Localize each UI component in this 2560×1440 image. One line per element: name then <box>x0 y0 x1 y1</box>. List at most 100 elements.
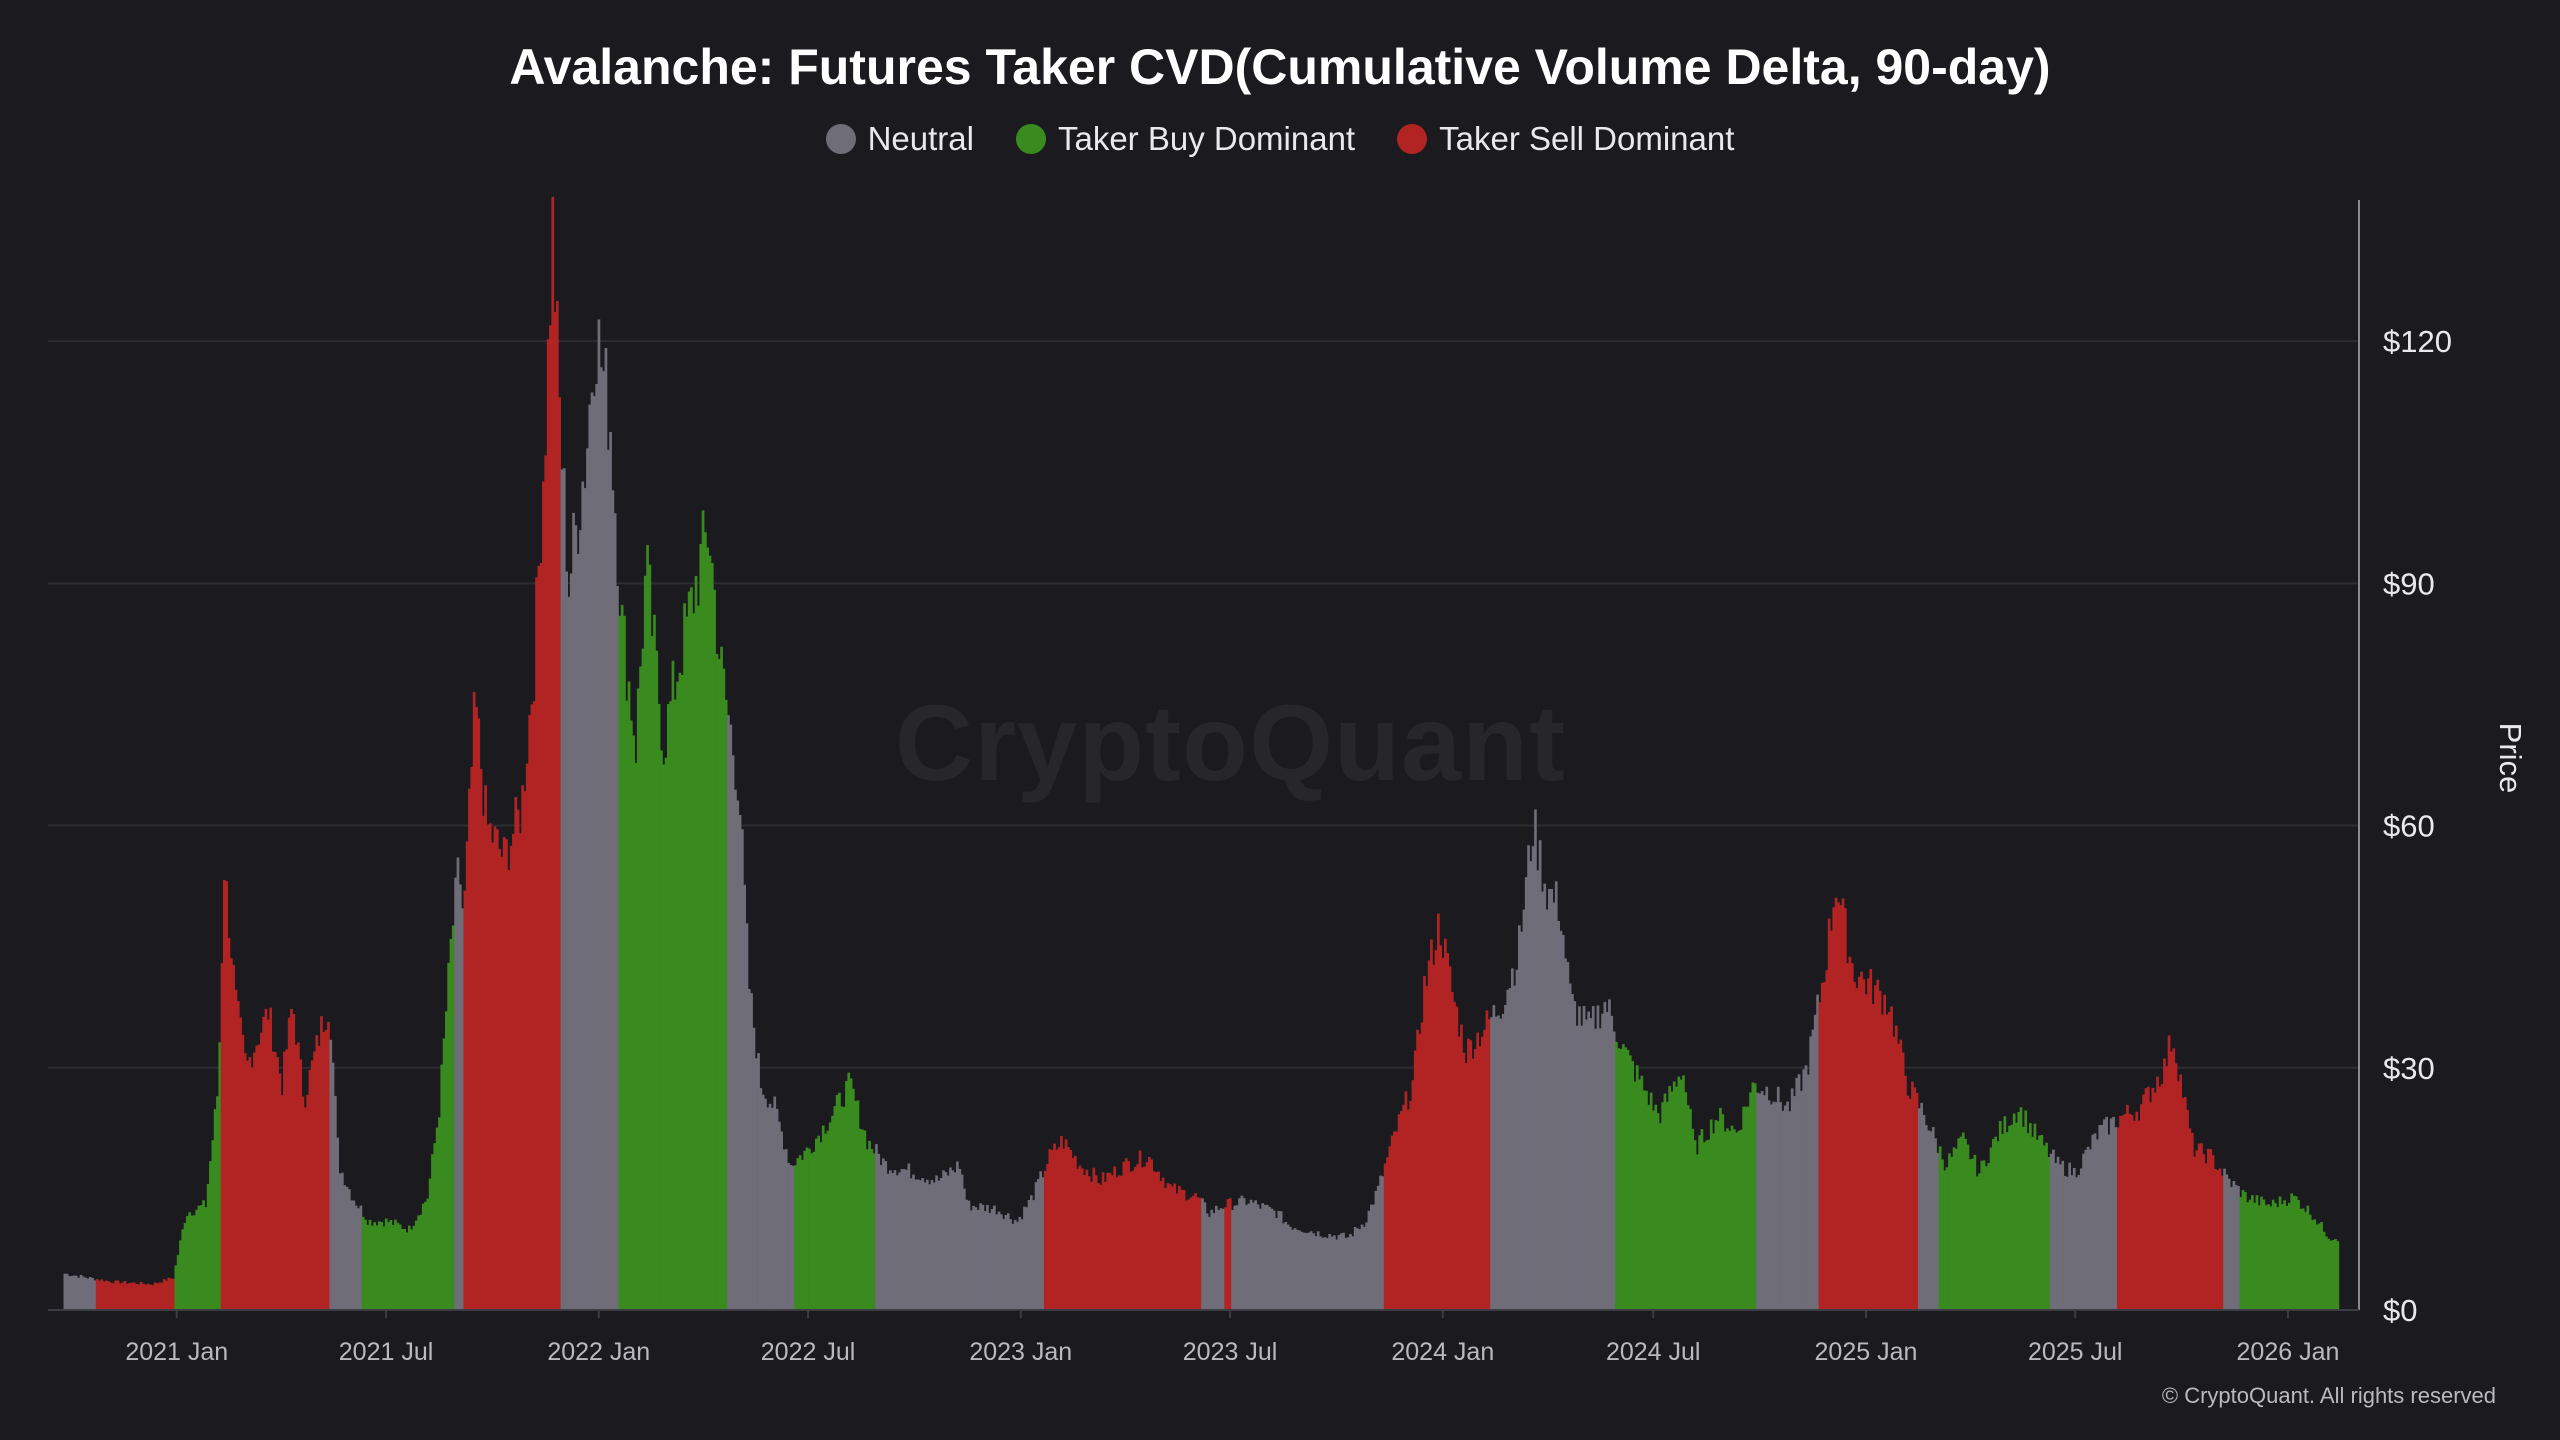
price-bar <box>593 396 596 1310</box>
price-bar <box>2244 1192 2247 1310</box>
price-bar <box>720 646 723 1310</box>
price-bar <box>900 1169 904 1310</box>
price-bar <box>2059 1164 2062 1310</box>
price-bar <box>2313 1219 2317 1310</box>
price-bar <box>70 1276 74 1310</box>
price-bar <box>1751 1082 1755 1310</box>
price-bar <box>1730 1125 1734 1310</box>
price-bar <box>246 1060 249 1310</box>
price-bar <box>2126 1104 2129 1310</box>
price-bar <box>204 1207 208 1310</box>
price-bar <box>1635 1065 1639 1310</box>
price-bar <box>445 1011 448 1310</box>
price-bar <box>604 348 608 1310</box>
price-bar <box>1961 1132 1965 1310</box>
price-bar <box>953 1172 957 1310</box>
price-bar <box>2158 1086 2162 1310</box>
price-bar <box>396 1222 400 1310</box>
price-bar <box>916 1179 920 1310</box>
price-bar <box>1712 1133 1715 1310</box>
price-bar <box>602 371 605 1310</box>
legend-item-taker-buy[interactable]: Taker Buy Dominant <box>1015 120 1355 158</box>
price-bar <box>1265 1204 1269 1310</box>
price-bar <box>613 513 617 1310</box>
price-bar <box>334 1095 337 1310</box>
price-bar <box>239 1017 242 1310</box>
price-bar <box>1009 1219 1012 1310</box>
price-bar <box>1513 985 1516 1310</box>
price-bar <box>981 1204 985 1310</box>
price-bar <box>361 1216 365 1310</box>
price-bar <box>167 1277 171 1310</box>
price-bar <box>1275 1218 1278 1310</box>
price-bar <box>1744 1106 1748 1310</box>
price-bar <box>1046 1164 1049 1310</box>
price-bar <box>609 432 612 1310</box>
price-bar <box>1776 1086 1780 1310</box>
price-bar <box>1548 889 1551 1310</box>
price-bar <box>1335 1239 1338 1310</box>
price-bar <box>747 989 751 1310</box>
price-bar <box>1853 982 1856 1310</box>
price-bar <box>227 938 231 1310</box>
price-bar <box>939 1178 943 1310</box>
price-bar <box>657 703 661 1310</box>
price-bar <box>1219 1208 1223 1310</box>
price-bar <box>169 1278 173 1310</box>
price-bar <box>2216 1170 2219 1310</box>
price-bar <box>1504 1005 1507 1310</box>
price-bar <box>1589 1018 1593 1310</box>
price-bar <box>1996 1141 2000 1310</box>
price-bar <box>692 613 696 1310</box>
price-bar <box>1545 909 1549 1310</box>
price-bar <box>2140 1104 2143 1310</box>
price-bar <box>868 1140 871 1310</box>
price-bar <box>1060 1136 1063 1310</box>
price-bar <box>634 763 638 1310</box>
price-bar <box>1846 963 1849 1310</box>
price-bar <box>1131 1170 1135 1310</box>
price-bar <box>2084 1149 2088 1310</box>
price-bar <box>1682 1075 1685 1310</box>
legend-item-taker-sell[interactable]: Taker Sell Dominant <box>1397 120 1734 158</box>
price-bar <box>588 404 592 1311</box>
price-bar <box>519 833 522 1310</box>
price-bar <box>1591 1006 1595 1310</box>
price-bar <box>1684 1092 1688 1310</box>
price-bar <box>116 1280 120 1310</box>
price-bar <box>1855 988 1859 1310</box>
price-bar <box>771 1107 774 1310</box>
price-bar <box>1050 1150 1054 1310</box>
price-bar <box>2200 1143 2203 1310</box>
price-bar <box>660 750 663 1310</box>
price-bar <box>993 1205 996 1310</box>
price-bar <box>458 884 462 1310</box>
price-bar <box>410 1229 413 1310</box>
price-bar <box>636 688 640 1310</box>
price-bar <box>1952 1147 1956 1310</box>
price-bar <box>731 755 735 1310</box>
price-bar <box>2292 1195 2296 1310</box>
price-bar <box>1649 1092 1653 1310</box>
price-bar <box>1582 1006 1586 1310</box>
price-bar <box>1143 1166 1146 1310</box>
price-bar <box>2038 1135 2041 1310</box>
price-bar <box>2019 1107 2023 1310</box>
legend-item-neutral[interactable]: Neutral <box>825 120 974 158</box>
price-bar <box>1520 931 1523 1310</box>
price-bar <box>2276 1207 2280 1310</box>
price-bar <box>479 768 483 1310</box>
price-bar <box>1490 1017 1493 1310</box>
price-bar <box>750 993 753 1310</box>
price-bar <box>273 1052 277 1310</box>
price-bar <box>1564 958 1567 1310</box>
price-bar <box>1397 1114 1401 1310</box>
price-bar <box>1763 1095 1766 1310</box>
price-bar <box>1716 1121 1720 1310</box>
price-bar <box>63 1273 67 1310</box>
price-bar <box>542 481 545 1310</box>
price-bar <box>1871 1004 1875 1310</box>
price-bar <box>1804 1065 1808 1310</box>
price-bar <box>408 1225 411 1310</box>
